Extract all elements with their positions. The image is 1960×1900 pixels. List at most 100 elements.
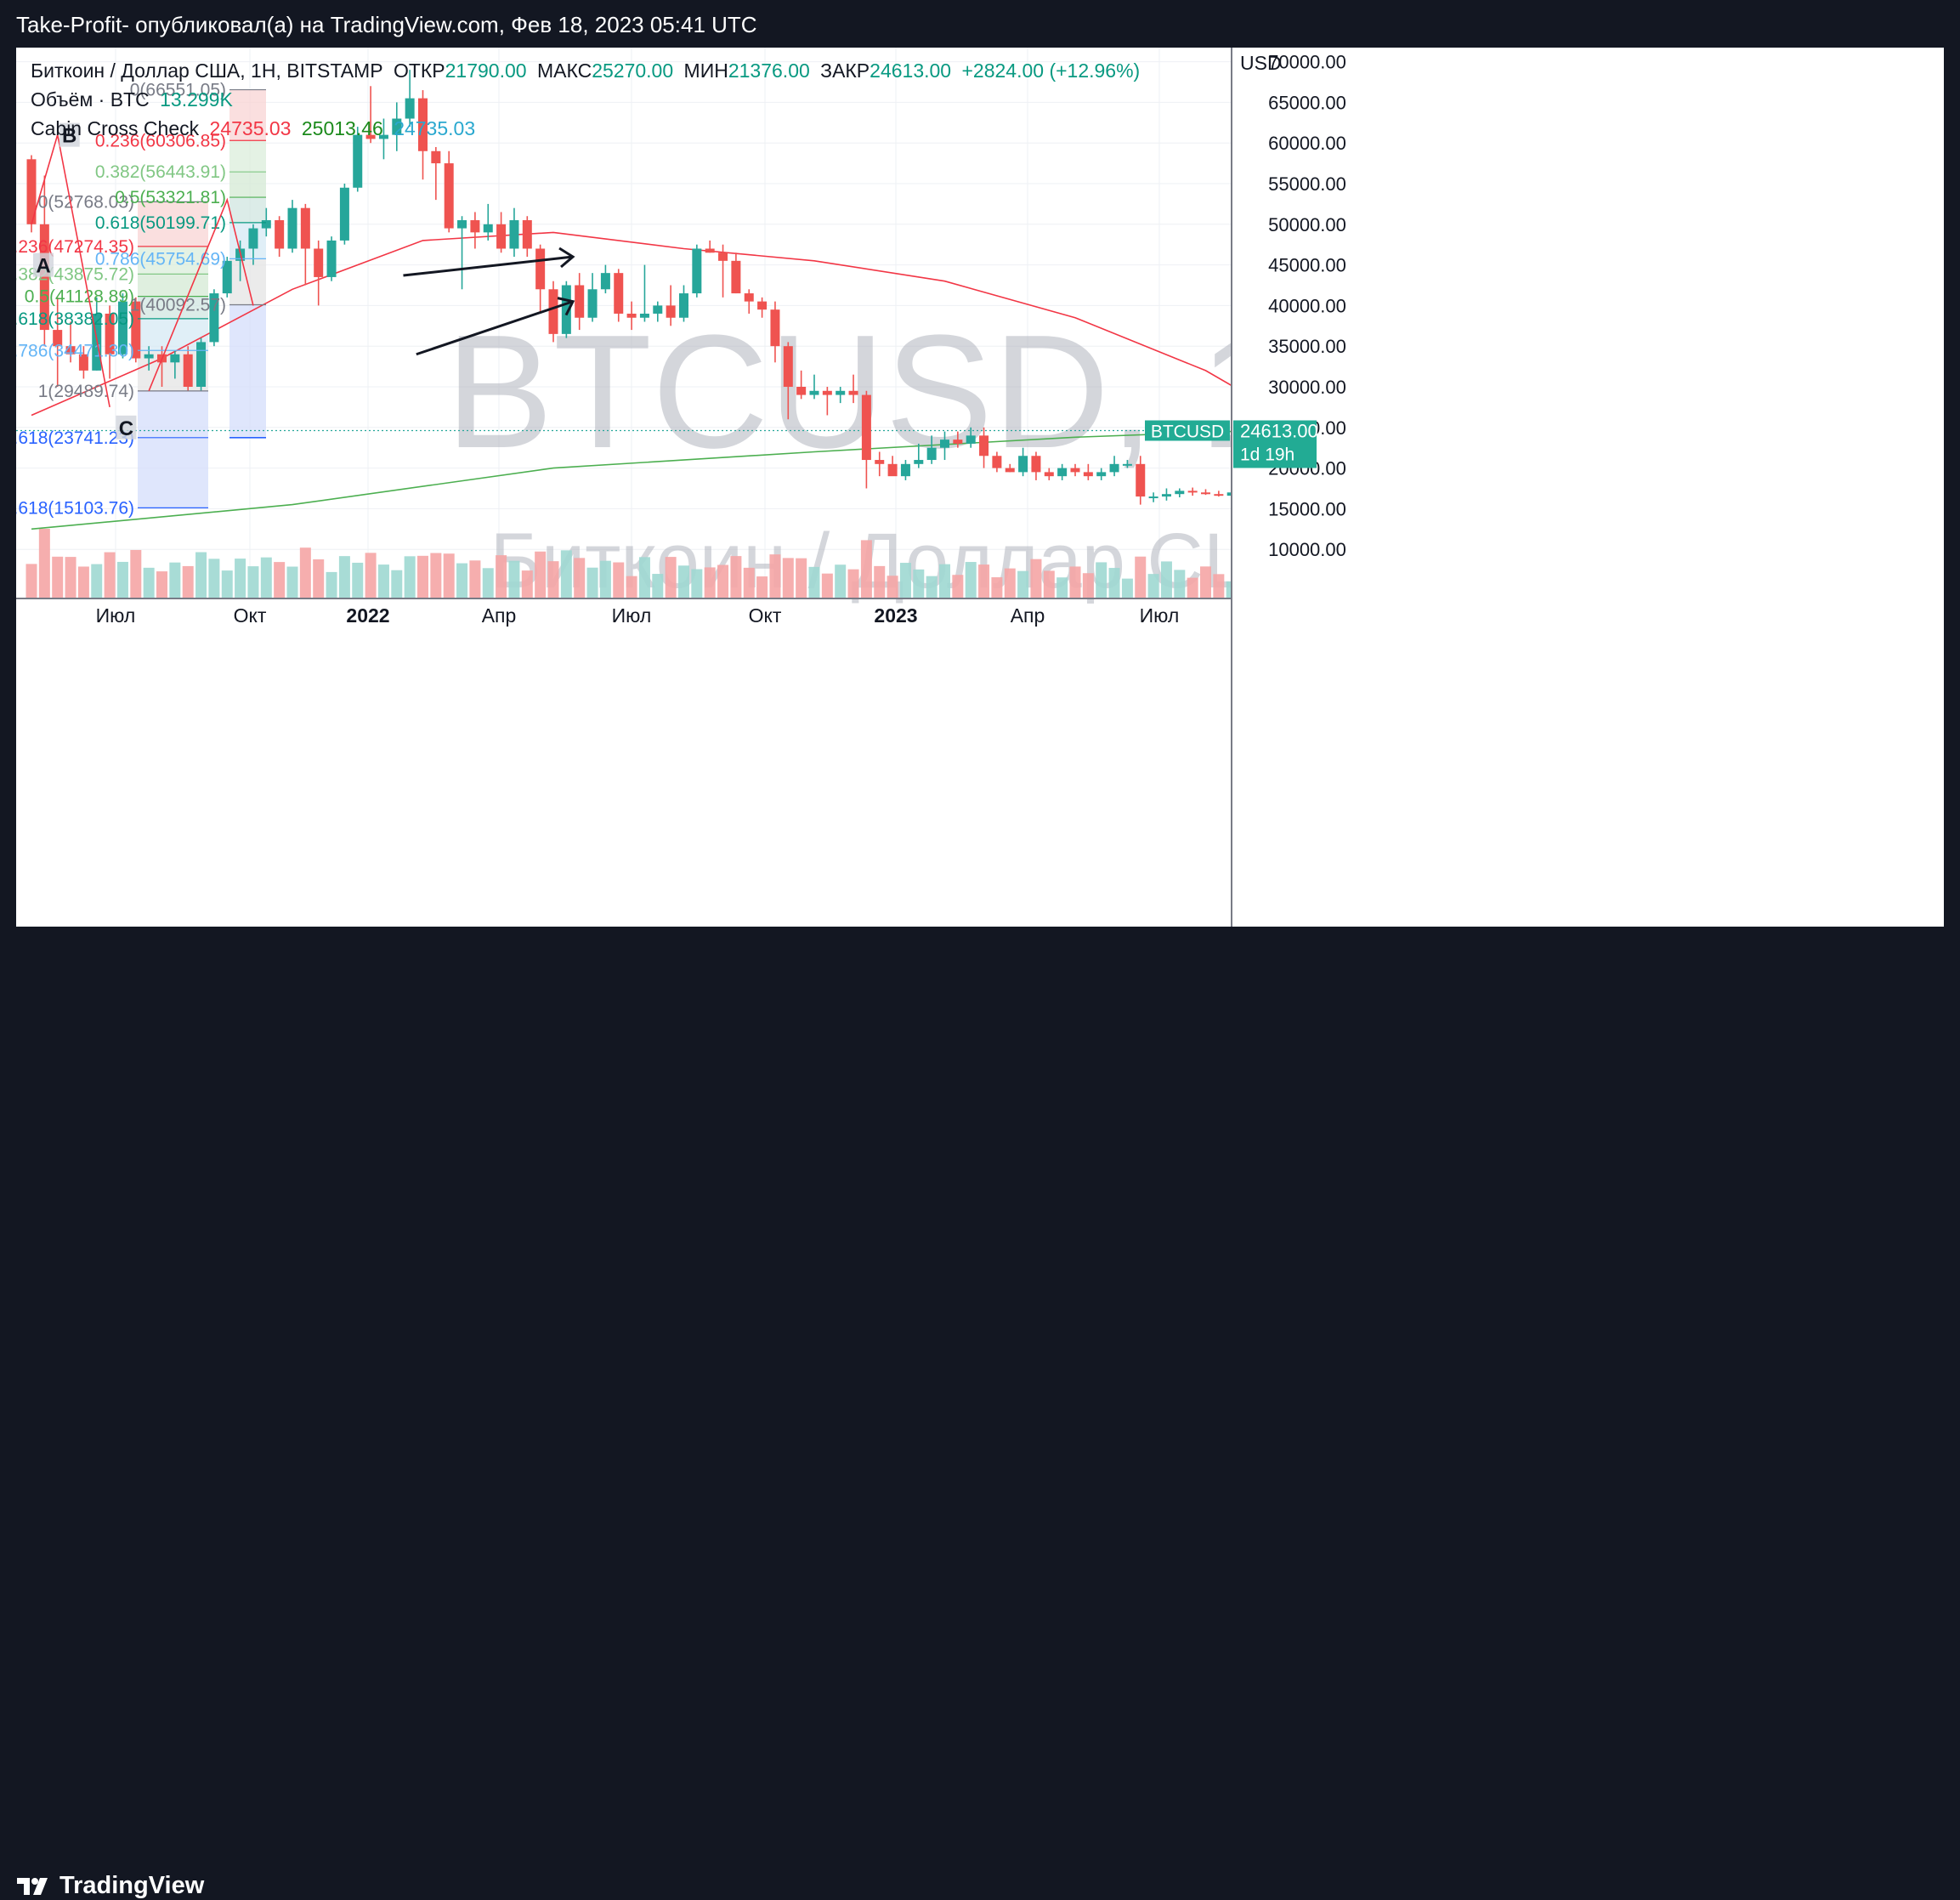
- fib-zone: [229, 89, 266, 141]
- volume-bar: [247, 566, 259, 598]
- candle-body: [953, 440, 963, 444]
- volume-bar: [652, 574, 664, 598]
- candle-body: [65, 346, 76, 354]
- volume-bar: [965, 562, 977, 598]
- volume-bar: [978, 564, 990, 598]
- legend-low-label: МИН: [683, 60, 728, 82]
- candle-body: [1148, 496, 1158, 499]
- tradingview-logo-text: TradingView: [59, 1872, 205, 1899]
- legend-indicator-label[interactable]: Cabin Cross Check: [31, 117, 200, 139]
- trend-arrow-lower: [416, 300, 574, 356]
- x-tick-label: 2022: [346, 604, 389, 627]
- volume-bar: [991, 577, 1003, 598]
- volume-bar: [496, 555, 507, 598]
- legend-ind-1: 24735.03: [209, 117, 292, 139]
- legend-symbol[interactable]: Биткоин / Доллар США, 1Н, BITSTAMP: [31, 60, 383, 82]
- chart-svg[interactable]: BTCUSD, 1H Биткоин / Доллар США 0(52768.…: [3, 48, 1944, 927]
- fib-zone: [229, 140, 266, 173]
- candle-body: [822, 390, 832, 395]
- volume-bar: [704, 567, 716, 598]
- candle-body: [392, 118, 402, 135]
- volume-bar: [913, 569, 925, 598]
- candle-body: [1122, 463, 1132, 466]
- volume-bar: [586, 567, 598, 598]
- candle-body: [1109, 463, 1119, 473]
- candle-body: [431, 150, 441, 164]
- candle-body: [314, 248, 324, 277]
- candle-body: [796, 387, 807, 395]
- volume-bar: [665, 557, 677, 598]
- y-tick-label: 30000.00: [1268, 377, 1346, 398]
- fib-zones: [138, 89, 266, 508]
- candle-body: [861, 394, 871, 461]
- y-tick-label: 35000.00: [1268, 336, 1346, 357]
- volume-bar: [1174, 570, 1186, 598]
- tradingview-logo[interactable]: TradingView: [17, 1872, 204, 1900]
- legend-row-3: Cabin Cross Check 24735.03 25013.46 2473…: [31, 117, 480, 140]
- candle-body: [405, 98, 415, 119]
- candle-body: [757, 301, 768, 310]
- candle-body: [1187, 491, 1198, 493]
- volume-bar: [860, 540, 872, 598]
- candle-body: [339, 187, 349, 241]
- fib-zone: [229, 304, 266, 438]
- arrow-head: [557, 297, 575, 316]
- candle-body: [809, 390, 819, 395]
- legend-close: 24613.00: [870, 60, 952, 82]
- volume-bar: [717, 564, 729, 598]
- fib-level-label: 0.786(45754.69): [95, 249, 226, 269]
- legend-open: 21790.00: [445, 60, 527, 82]
- volume-bar: [430, 553, 442, 598]
- volume-bar: [274, 562, 286, 598]
- legend-row-1: Биткоин / Доллар США, 1Н, BITSTAMP ОТКР2…: [31, 60, 1145, 82]
- candle-body: [509, 220, 519, 249]
- candle-body: [900, 463, 910, 477]
- moving-averages: [16, 231, 1298, 530]
- legend-volume-label[interactable]: Объём · BTC: [31, 88, 150, 111]
- wave-line: [31, 134, 110, 408]
- chart-panel[interactable]: BTCUSD, 1H Биткоин / Доллар США 0(52768.…: [3, 48, 1944, 927]
- legend-ind-3: 24735.03: [394, 117, 476, 139]
- volume-bar: [1082, 573, 1094, 598]
- volume-bar: [730, 556, 742, 598]
- volume-bar: [377, 564, 389, 598]
- volume-bar: [1030, 559, 1042, 598]
- volume-bar: [1056, 577, 1068, 598]
- candle-body: [731, 260, 741, 294]
- volume-bar: [599, 560, 611, 598]
- candle-body: [1201, 492, 1210, 495]
- y-tick-label: 45000.00: [1268, 255, 1346, 276]
- volume-bar: [926, 576, 938, 598]
- legend-high-label: МАКС: [536, 60, 592, 82]
- candle-body: [875, 460, 885, 464]
- volume-bar: [874, 565, 886, 598]
- fib-level-label: 0.236(47274.35): [16, 237, 134, 257]
- volume-bar: [143, 567, 155, 598]
- y-tick-label: 70000.00: [1268, 52, 1346, 73]
- arrow-head: [558, 247, 575, 269]
- volume-bar: [574, 558, 586, 598]
- volume-bar: [365, 553, 377, 598]
- x-tick-label: 2023: [874, 604, 917, 627]
- candle-body: [144, 354, 154, 359]
- volume-bar: [299, 547, 311, 598]
- candle-body: [53, 330, 63, 347]
- volume-bar: [769, 554, 781, 598]
- fib-zone: [138, 246, 208, 275]
- y-tick-label: 55000.00: [1268, 173, 1346, 195]
- volume-bar: [417, 555, 428, 598]
- candle-body: [26, 159, 37, 224]
- volume-bar: [156, 571, 167, 598]
- legend-ind-2: 25013.46: [301, 117, 383, 139]
- candle-body: [78, 354, 88, 371]
- volume-bar: [52, 556, 64, 598]
- candle-body: [914, 460, 924, 464]
- wave-label-c: C: [119, 417, 133, 440]
- candle-body: [600, 273, 610, 290]
- volume-bar: [952, 575, 964, 598]
- fib-level-label: 1.618(15103.76): [16, 498, 134, 518]
- volume-bar: [104, 552, 116, 598]
- volume-bar: [743, 567, 755, 598]
- volume-bar: [1108, 568, 1120, 598]
